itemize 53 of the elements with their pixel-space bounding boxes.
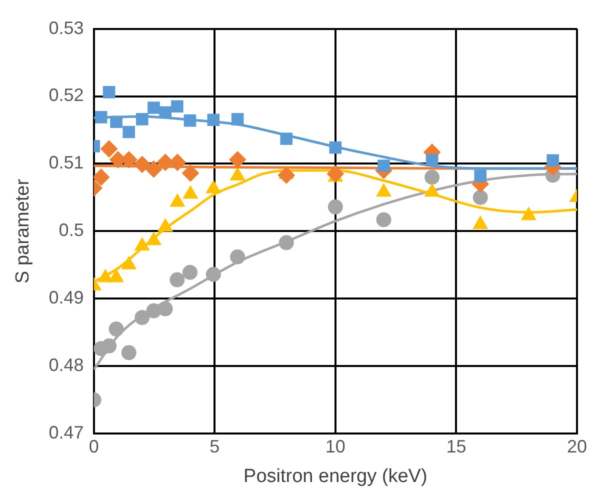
- point: [121, 345, 136, 360]
- y-axis-title: S parameter: [12, 178, 34, 284]
- point: [136, 113, 148, 126]
- point: [134, 156, 151, 173]
- point: [426, 154, 438, 167]
- point: [206, 266, 221, 282]
- point: [182, 164, 199, 182]
- point: [280, 132, 293, 145]
- point: [134, 310, 150, 326]
- point: [231, 113, 244, 126]
- point: [102, 338, 117, 354]
- point: [102, 86, 116, 98]
- point: [326, 165, 344, 182]
- point: [108, 322, 124, 337]
- point: [278, 235, 294, 250]
- point: [424, 170, 440, 185]
- point: [159, 106, 172, 119]
- point: [182, 264, 198, 280]
- point: [376, 212, 392, 228]
- point: [229, 151, 246, 168]
- x-tick-label: 20: [566, 436, 588, 456]
- y-tick-label: 0.48: [48, 355, 84, 376]
- y-tick-label: 0.49: [48, 288, 84, 308]
- point: [230, 249, 246, 264]
- point: [148, 102, 160, 114]
- point: [278, 166, 295, 184]
- x-tick-label: 10: [325, 436, 346, 456]
- point: [328, 199, 343, 214]
- x-tick-label: 0: [88, 436, 99, 456]
- point: [378, 160, 390, 172]
- point: [110, 116, 122, 128]
- point: [94, 111, 108, 124]
- x-axis-title: Positron energy (keV): [244, 466, 428, 487]
- point: [100, 140, 118, 158]
- point: [329, 141, 342, 154]
- y-tick-label: 0.53: [48, 18, 84, 38]
- y-tick-label: 0.51: [48, 152, 84, 173]
- point: [145, 160, 162, 178]
- point: [207, 114, 220, 126]
- y-tick-label: 0.52: [48, 85, 84, 106]
- x-tick-label: 15: [446, 436, 466, 456]
- point: [122, 126, 136, 138]
- point: [472, 190, 488, 205]
- y-tick-label: 0.5: [58, 220, 84, 240]
- point: [184, 114, 196, 127]
- point: [158, 301, 173, 316]
- point: [474, 170, 487, 182]
- y-tick-label: 0.47: [48, 422, 84, 443]
- point: [171, 100, 184, 113]
- point: [94, 168, 110, 186]
- point: [170, 272, 185, 288]
- x-tick-label: 5: [210, 436, 220, 456]
- point: [546, 154, 559, 167]
